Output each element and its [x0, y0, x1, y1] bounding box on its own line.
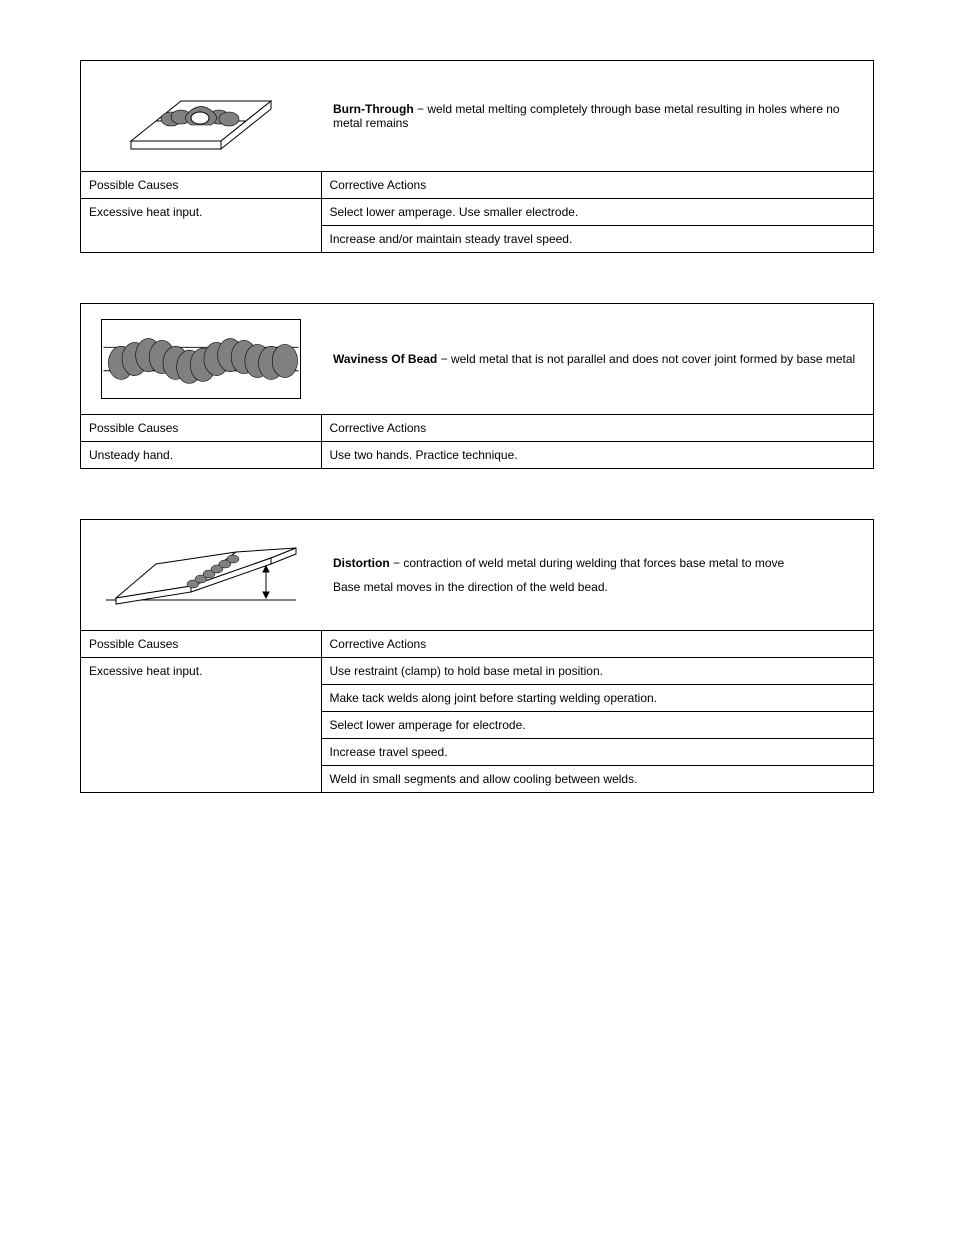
problem-note: Base metal moves in the direction of the…	[333, 580, 784, 594]
problem-desc-sep: −	[417, 102, 427, 116]
burn-through-icon	[111, 71, 291, 161]
causes-header: Possible Causes	[81, 415, 321, 442]
problem-desc-sep: −	[393, 556, 403, 570]
problem-burn-through: Burn-Through − weld metal melting comple…	[80, 60, 874, 253]
action-cell: Select lower amperage for electrode.	[321, 712, 873, 739]
problem-title: Waviness Of Bead	[333, 352, 437, 366]
cause-action-table: Possible Causes Corrective Actions Unste…	[81, 414, 873, 468]
problem-description-cell: Distortion − contraction of weld metal d…	[321, 520, 873, 630]
problem-desc-sep: −	[441, 352, 451, 366]
problem-description-cell: Waviness Of Bead − weld metal that is no…	[321, 304, 873, 414]
problem-title: Burn-Through	[333, 102, 414, 116]
problem-image-cell	[81, 61, 321, 171]
causes-header: Possible Causes	[81, 172, 321, 199]
distortion-icon	[101, 530, 301, 620]
problem-description-cell: Burn-Through − weld metal melting comple…	[321, 61, 873, 171]
waviness-icon	[101, 319, 301, 399]
problem-header-row: Waviness Of Bead − weld metal that is no…	[81, 304, 873, 414]
cause-action-table: Possible Causes Corrective Actions Exces…	[81, 630, 873, 792]
cause-cell: Unsteady hand.	[81, 442, 321, 469]
problem-image-cell	[81, 304, 321, 414]
cause-cell: Excessive heat input.	[81, 199, 321, 253]
problem-waviness: Waviness Of Bead − weld metal that is no…	[80, 303, 874, 469]
actions-header: Corrective Actions	[321, 631, 873, 658]
action-cell: Use restraint (clamp) to hold base metal…	[321, 658, 873, 685]
problem-distortion: Distortion − contraction of weld metal d…	[80, 519, 874, 793]
actions-header: Corrective Actions	[321, 415, 873, 442]
action-cell: Increase and/or maintain steady travel s…	[321, 226, 873, 253]
action-cell: Make tack welds along joint before start…	[321, 685, 873, 712]
problem-header-row: Distortion − contraction of weld metal d…	[81, 520, 873, 630]
action-cell: Increase travel speed.	[321, 739, 873, 766]
action-cell: Select lower amperage. Use smaller elect…	[321, 199, 873, 226]
cause-action-table: Possible Causes Corrective Actions Exces…	[81, 171, 873, 252]
action-cell: Weld in small segments and allow cooling…	[321, 766, 873, 793]
causes-header: Possible Causes	[81, 631, 321, 658]
cause-cell: Excessive heat input.	[81, 658, 321, 793]
action-cell: Use two hands. Practice technique.	[321, 442, 873, 469]
problem-image-cell	[81, 520, 321, 630]
problem-title: Distortion	[333, 556, 390, 570]
actions-header: Corrective Actions	[321, 172, 873, 199]
problem-description: weld metal that is not parallel and does…	[451, 352, 855, 366]
problem-header-row: Burn-Through − weld metal melting comple…	[81, 61, 873, 171]
problem-description: contraction of weld metal during welding…	[403, 556, 784, 570]
